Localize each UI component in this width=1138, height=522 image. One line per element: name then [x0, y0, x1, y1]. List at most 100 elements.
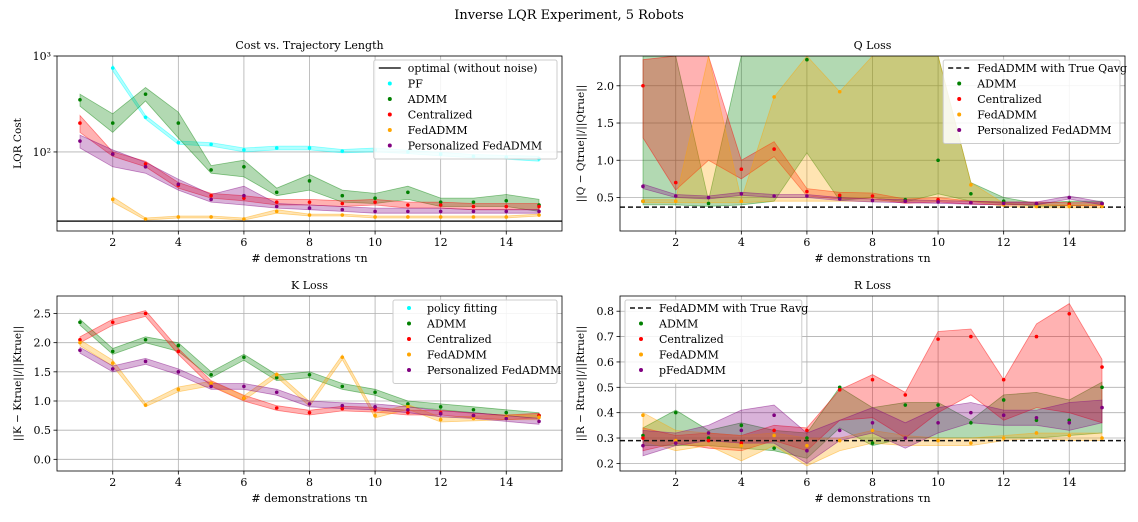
data-point [209, 197, 213, 202]
data-point [110, 361, 115, 365]
data-point [772, 428, 776, 433]
legend-label: FedADMM with True Ravg [659, 302, 808, 315]
data-point [504, 416, 509, 421]
data-point [1067, 311, 1072, 316]
data-point [1001, 398, 1006, 402]
data-point [706, 195, 711, 200]
legend-label: FedADMM [659, 349, 719, 362]
y-tick-label: 10² [33, 146, 51, 159]
x-tick-label: 14 [1062, 236, 1076, 249]
legend-frame [373, 59, 558, 160]
data-point [307, 179, 312, 183]
plot-area-r [620, 303, 1125, 467]
band-pf [112, 63, 540, 162]
legend-dot-swatch [957, 112, 962, 117]
data-point [143, 115, 148, 120]
legend-label: optimal (without noise) [408, 62, 538, 75]
data-point [143, 403, 148, 407]
data-point [143, 162, 148, 166]
data-point [936, 158, 940, 163]
data-point [936, 403, 940, 407]
legend-dot-swatch [387, 81, 392, 86]
x-tick-label: 8 [306, 236, 313, 249]
data-point [406, 402, 410, 406]
data-point [870, 441, 875, 445]
data-point [274, 200, 279, 204]
data-point [110, 121, 115, 125]
data-point [438, 405, 443, 409]
data-point [772, 147, 776, 151]
legend-dot-swatch [387, 112, 392, 117]
x-tick-label: 10 [931, 236, 945, 249]
data-point [1100, 405, 1104, 410]
data-point [340, 406, 345, 411]
data-point [274, 146, 279, 150]
legend-label: policy fitting [427, 302, 497, 315]
y-tick-label: 1.5 [597, 117, 615, 130]
data-point [870, 421, 875, 425]
y-tick-label: 0.6 [597, 356, 615, 369]
x-tick-label: 2 [672, 476, 679, 489]
x-tick-label: 8 [306, 476, 313, 489]
data-point [438, 412, 443, 416]
data-point [739, 441, 744, 445]
x-tick-label: 8 [869, 476, 876, 489]
data-point [176, 349, 181, 354]
figure-suptitle: Inverse LQR Experiment, 5 Robots [454, 8, 684, 23]
data-point [641, 413, 645, 418]
data-point [504, 215, 509, 219]
data-point [706, 431, 711, 435]
y-tick-label: 2.0 [597, 80, 615, 93]
data-point [641, 436, 645, 440]
data-point [78, 139, 82, 143]
data-point [307, 372, 312, 377]
data-point [143, 359, 148, 364]
data-point [406, 410, 410, 415]
chart-title: Cost vs. Trajectory Length [235, 39, 383, 52]
data-point [772, 433, 776, 438]
x-tick-label: 10 [931, 476, 945, 489]
data-point [537, 415, 541, 420]
data-point [110, 197, 115, 202]
plot-area-k [78, 310, 541, 425]
data-point [242, 396, 246, 400]
legend-dot-swatch [407, 368, 411, 372]
data-point [471, 209, 476, 214]
panel-k: 2 4 6 8 10 12 14 0.0 0.5 1.0 1.5 2.0 2.5 K Loss # demo… [12, 279, 563, 505]
y-tick-label: 1.0 [597, 154, 615, 167]
x-axis-label: # demonstrations τn [251, 492, 367, 505]
legend-label: Centralized [659, 333, 724, 346]
legend-label: Centralized [977, 93, 1042, 106]
y-tick-label: 1.5 [34, 366, 52, 379]
x-tick-label: 12 [997, 476, 1011, 489]
data-point [110, 367, 115, 371]
data-point [1100, 204, 1104, 209]
legend-label: ADMM [426, 318, 466, 331]
data-point [471, 204, 476, 209]
data-point [641, 83, 645, 88]
data-point [110, 349, 115, 354]
data-point [772, 413, 776, 418]
data-point [673, 194, 678, 198]
data-point [209, 215, 213, 219]
legend-label: ADMM [658, 318, 698, 331]
x-tick-label: 4 [738, 476, 745, 489]
y-axis-label: ||K − Ktrue||/||Ktrue|| [12, 326, 25, 441]
x-tick-label: 10 [368, 476, 382, 489]
data-point [1034, 201, 1039, 206]
x-tick-label: 6 [803, 476, 810, 489]
x-tick-label: 4 [738, 236, 745, 249]
x-tick-label: 12 [997, 236, 1011, 249]
x-tick-label: 2 [109, 236, 116, 249]
data-point [739, 428, 744, 433]
data-point [242, 165, 246, 169]
data-point [438, 209, 443, 214]
y-tick-label: 2.5 [34, 308, 52, 321]
data-point [903, 403, 908, 407]
x-tick-label: 6 [240, 476, 247, 489]
x-axis-label: # demonstrations τn [814, 492, 930, 505]
data-point [406, 203, 410, 207]
data-point [772, 194, 776, 198]
data-point [1100, 365, 1104, 369]
data-point [805, 57, 809, 62]
